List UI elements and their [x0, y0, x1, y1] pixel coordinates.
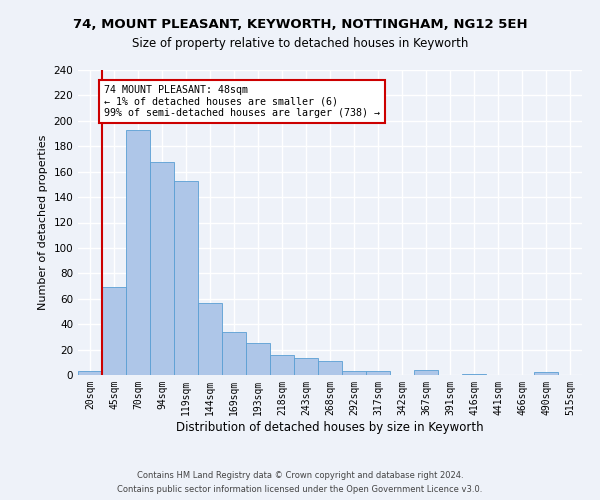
Text: Contains public sector information licensed under the Open Government Licence v3: Contains public sector information licen…	[118, 484, 482, 494]
Text: 74, MOUNT PLEASANT, KEYWORTH, NOTTINGHAM, NG12 5EH: 74, MOUNT PLEASANT, KEYWORTH, NOTTINGHAM…	[73, 18, 527, 30]
Bar	[102, 288, 126, 375]
Bar	[150, 162, 174, 375]
Bar	[222, 332, 246, 375]
Bar	[174, 180, 198, 375]
X-axis label: Distribution of detached houses by size in Keyworth: Distribution of detached houses by size …	[176, 420, 484, 434]
Bar	[246, 343, 270, 375]
Bar	[342, 371, 366, 375]
Bar	[318, 361, 342, 375]
Y-axis label: Number of detached properties: Number of detached properties	[38, 135, 48, 310]
Bar	[366, 371, 390, 375]
Bar	[126, 130, 150, 375]
Bar	[78, 371, 102, 375]
Text: Contains HM Land Registry data © Crown copyright and database right 2024.: Contains HM Land Registry data © Crown c…	[137, 472, 463, 480]
Text: Size of property relative to detached houses in Keyworth: Size of property relative to detached ho…	[132, 38, 468, 51]
Bar	[270, 354, 294, 375]
Bar	[198, 302, 222, 375]
Text: 74 MOUNT PLEASANT: 48sqm
← 1% of detached houses are smaller (6)
99% of semi-det: 74 MOUNT PLEASANT: 48sqm ← 1% of detache…	[104, 85, 380, 118]
Bar	[534, 372, 558, 375]
Bar	[462, 374, 486, 375]
Bar	[294, 358, 318, 375]
Bar	[414, 370, 438, 375]
